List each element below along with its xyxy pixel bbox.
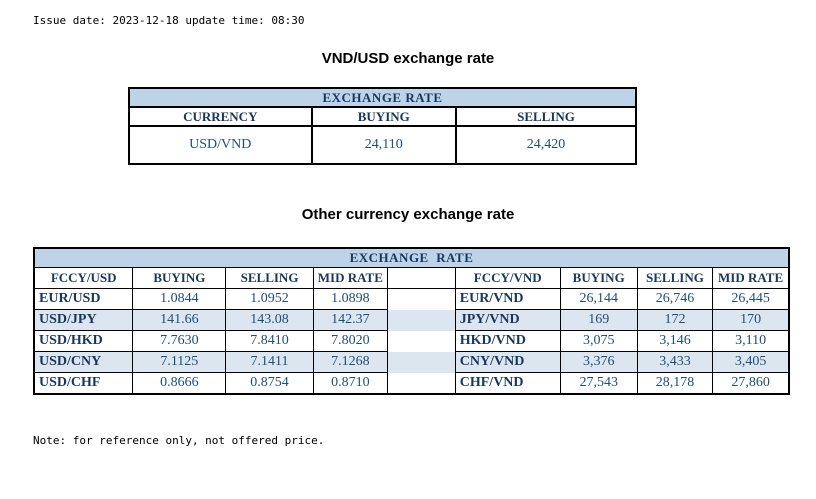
cell-midrate: 7.8020 — [312, 330, 388, 352]
table-row: EUR/USD 1.0844 1.0952 1.0898 EUR/VND 26,… — [33, 288, 790, 310]
table-header-row: FCCY/USD BUYING SELLING MID RATE FCCY/VN… — [33, 267, 790, 289]
cell-midrate: 142.37 — [312, 309, 388, 331]
table-band-row: EXCHANGE RATE — [128, 87, 637, 108]
cell-buying: 141.66 — [132, 309, 227, 331]
cell-pair-usd: USD/CHF — [33, 372, 134, 395]
gap-cell — [386, 267, 456, 289]
cell-selling: 7.1411 — [225, 351, 314, 373]
vnd-usd-title: VND/USD exchange rate — [321, 50, 495, 67]
cell-selling: 7.8410 — [225, 330, 314, 352]
table-row: USD/HKD 7.7630 7.8410 7.8020 HKD/VND 3,0… — [33, 330, 790, 352]
cell-selling: 3,146 — [636, 330, 714, 352]
cell-buying: 0.8666 — [132, 372, 227, 395]
gap-cell — [386, 372, 456, 395]
cell-pair-usd: USD/HKD — [33, 330, 134, 352]
cell-buying: 7.1125 — [132, 351, 227, 373]
cell-midrate: 26,445 — [712, 288, 790, 310]
cell-midrate: 7.1268 — [312, 351, 388, 373]
issue-date-line: Issue date: 2023-12-18 update time: 08:3… — [33, 14, 305, 27]
cell-midrate: 0.8710 — [312, 372, 388, 395]
table-row: USD/CHF 0.8666 0.8754 0.8710 CHF/VND 27,… — [33, 372, 790, 395]
other-currency-title: Other currency exchange rate — [301, 206, 515, 223]
header-selling-vnd: SELLING — [636, 267, 714, 289]
header-fccy-vnd: FCCY/VND — [454, 267, 561, 289]
header-currency: CURRENCY — [128, 106, 313, 127]
cell-buying-rate: 24,110 — [310, 125, 458, 165]
cell-pair-vnd: EUR/VND — [454, 288, 561, 310]
table-header-row: CURRENCY BUYING SELLING — [128, 106, 637, 127]
cell-midrate: 3,110 — [712, 330, 790, 352]
table-row: USD/JPY 141.66 143.08 142.37 JPY/VND 169… — [33, 309, 790, 331]
gap-cell — [386, 288, 456, 310]
table-band-title: EXCHANGE RATE — [33, 247, 790, 268]
header-selling: SELLING — [455, 106, 637, 127]
header-selling-usd: SELLING — [225, 267, 314, 289]
cell-selling: 143.08 — [225, 309, 314, 331]
header-midrate-usd: MID RATE — [312, 267, 388, 289]
cell-buying: 3,075 — [559, 330, 638, 352]
cell-buying: 7.7630 — [132, 330, 227, 352]
header-buying: BUYING — [310, 106, 458, 127]
gap-cell — [386, 330, 456, 352]
header-midrate-vnd: MID RATE — [712, 267, 790, 289]
gap-cell — [386, 309, 456, 331]
cell-midrate: 3,405 — [712, 351, 790, 373]
cell-midrate: 27,860 — [712, 372, 790, 395]
cell-selling-rate: 24,420 — [455, 125, 637, 165]
cell-midrate: 170 — [712, 309, 790, 331]
header-fccy-usd: FCCY/USD — [33, 267, 134, 289]
cell-buying: 27,543 — [559, 372, 638, 395]
gap-cell — [386, 351, 456, 373]
cell-pair-usd: USD/CNY — [33, 351, 134, 373]
footer-note: Note: for reference only, not offered pr… — [33, 434, 325, 447]
cell-selling: 172 — [636, 309, 714, 331]
table-band-row: EXCHANGE RATE — [33, 247, 790, 268]
cell-currency-pair: USD/VND — [128, 125, 313, 165]
cell-selling: 0.8754 — [225, 372, 314, 395]
header-buying-vnd: BUYING — [559, 267, 638, 289]
header-buying-usd: BUYING — [132, 267, 227, 289]
table-row: USD/VND 24,110 24,420 — [128, 125, 637, 165]
cell-buying: 169 — [559, 309, 638, 331]
table-band-title: EXCHANGE RATE — [128, 87, 637, 108]
other-currency-exchange-table: EXCHANGE RATE FCCY/USD BUYING SELLING MI… — [33, 247, 790, 395]
cell-pair-vnd: CNY/VND — [454, 351, 561, 373]
cell-selling: 28,178 — [636, 372, 714, 395]
cell-selling: 3,433 — [636, 351, 714, 373]
cell-buying: 26,144 — [559, 288, 638, 310]
cell-pair-vnd: CHF/VND — [454, 372, 561, 395]
cell-pair-usd: EUR/USD — [33, 288, 134, 310]
cell-buying: 3,376 — [559, 351, 638, 373]
usd-vnd-exchange-table: EXCHANGE RATE CURRENCY BUYING SELLING US… — [128, 87, 637, 165]
table-row: USD/CNY 7.1125 7.1411 7.1268 CNY/VND 3,3… — [33, 351, 790, 373]
cell-midrate: 1.0898 — [312, 288, 388, 310]
cell-selling: 1.0952 — [225, 288, 314, 310]
cell-pair-vnd: JPY/VND — [454, 309, 561, 331]
cell-pair-vnd: HKD/VND — [454, 330, 561, 352]
cell-buying: 1.0844 — [132, 288, 227, 310]
cell-selling: 26,746 — [636, 288, 714, 310]
cell-pair-usd: USD/JPY — [33, 309, 134, 331]
